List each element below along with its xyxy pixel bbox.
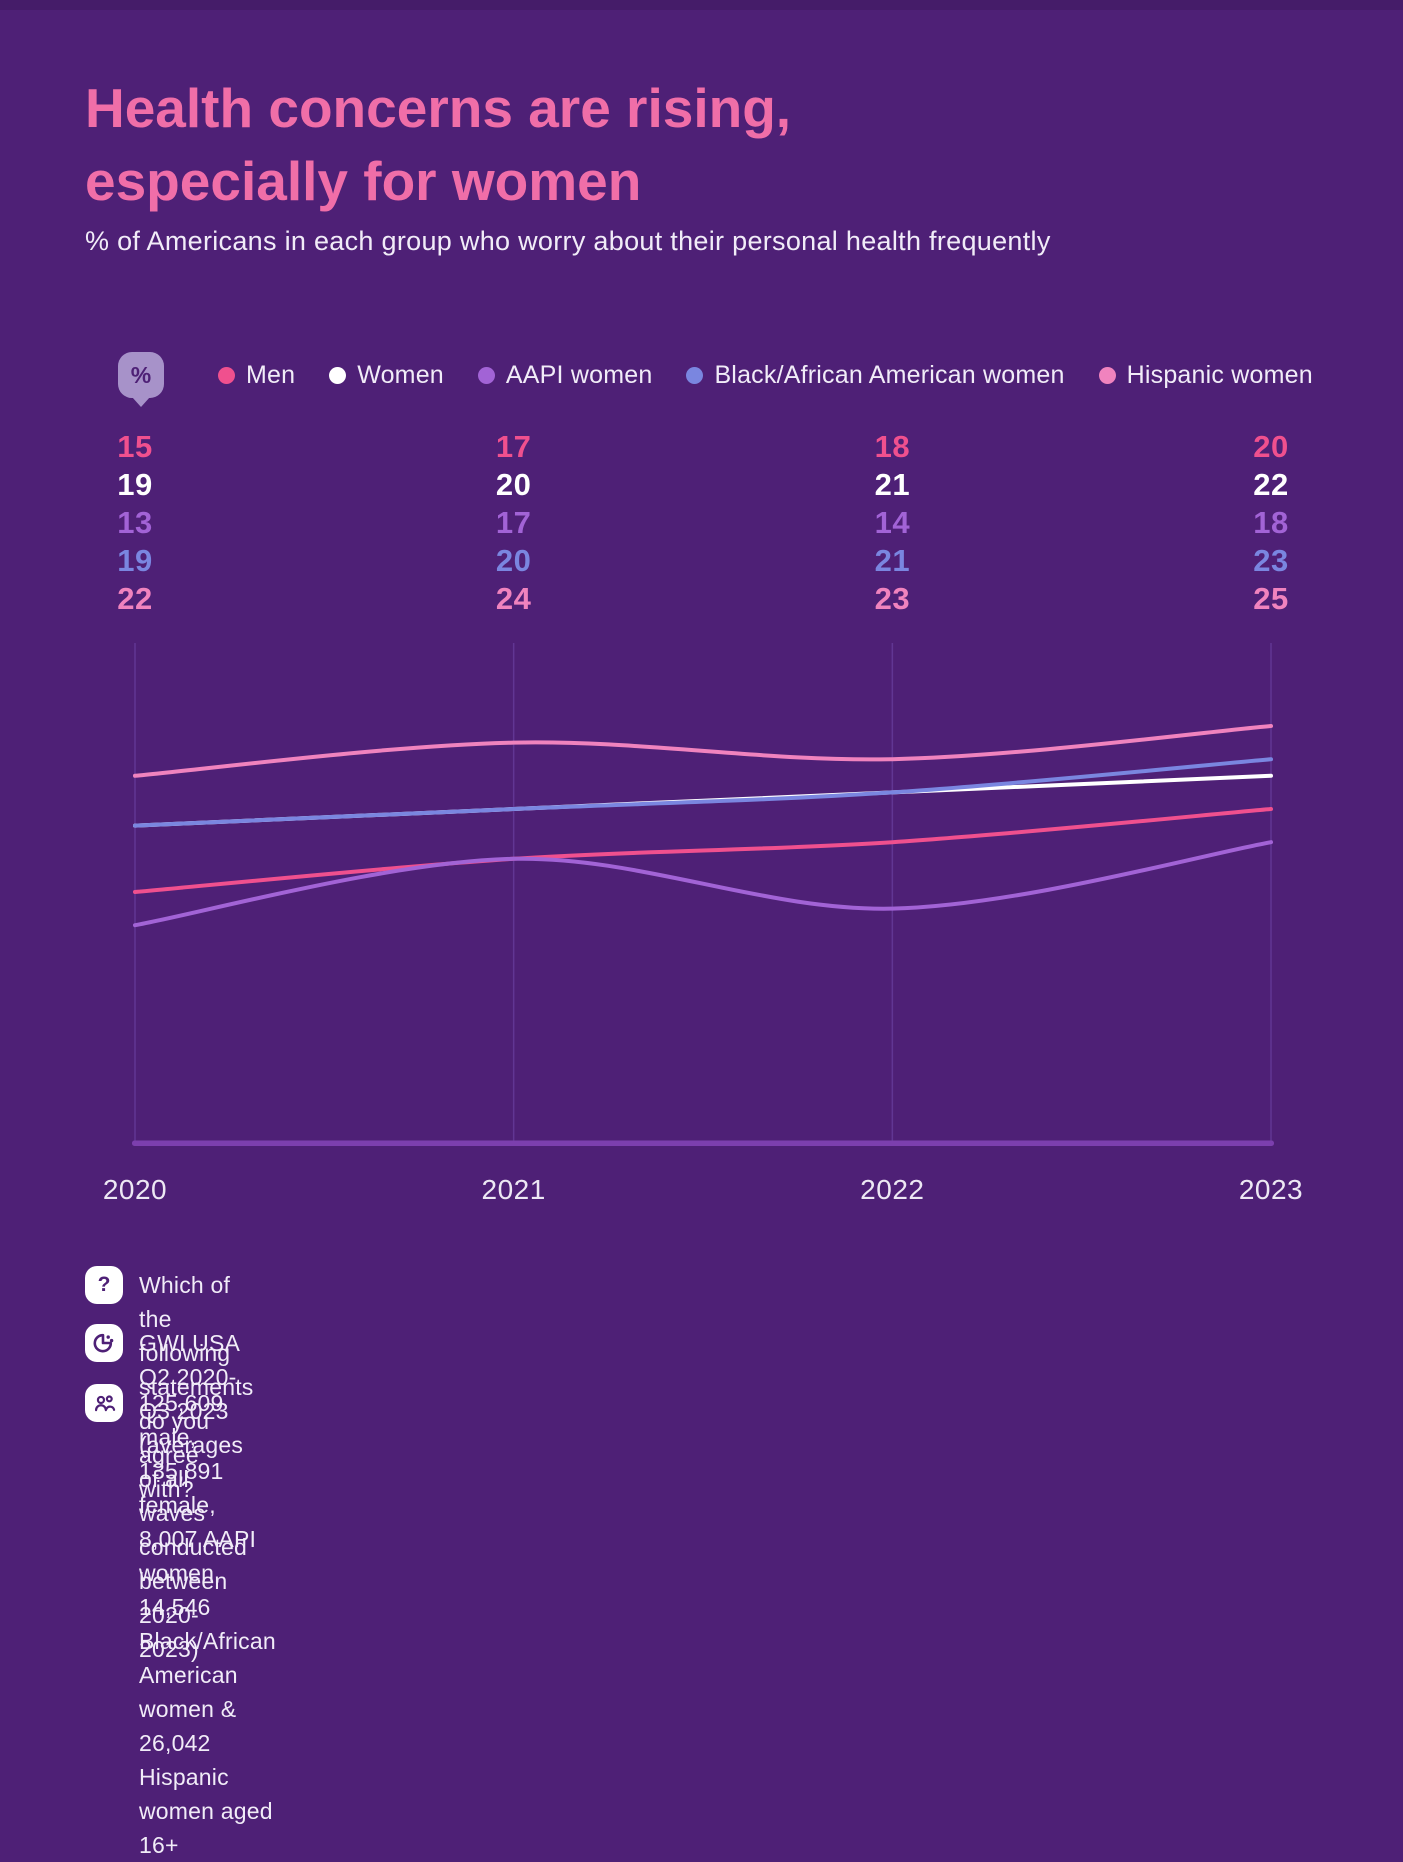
value-label-black-african-american-women-2023: 23 [1253, 543, 1289, 578]
values-column-2021: 17 20 17 20 24 [434, 428, 594, 618]
legend-item-label: AAPI women [505, 360, 653, 389]
x-tick-label-2020: 2020 [102, 1174, 168, 1205]
value-label-aapi-women-2020: 13 [117, 505, 153, 540]
value-label-hispanic-women-2022: 23 [874, 581, 911, 616]
page-title-line2: especially for women [85, 150, 642, 213]
legend-dot-icon [1098, 366, 1116, 384]
question-icon: ? [97, 1273, 111, 1296]
top-strip [0, 0, 1403, 10]
legend-dot-icon [686, 366, 704, 384]
value-label-men-2021: 17 [495, 429, 532, 464]
series-line-men [133, 807, 1273, 894]
page-title-line1: Health concerns are rising, [85, 77, 792, 139]
page-title: Health concerns are rising, especially f… [85, 72, 791, 218]
footnote-text: 125,609 male, 135,891 female, 8,007 AAPI… [139, 1390, 276, 1858]
value-label-men-2020: 15 [117, 429, 153, 464]
question-icon-badge: ? [85, 1266, 123, 1304]
percent-badge-tail-icon [132, 397, 150, 407]
value-label-hispanic-women-2021: 24 [495, 581, 532, 616]
value-label-aapi-women-2021: 17 [495, 505, 532, 540]
people-icon-badge [85, 1384, 123, 1422]
values-column-2022: 18 21 14 21 23 [812, 428, 972, 618]
x-tick-label-2023: 2023 [1238, 1174, 1304, 1205]
legend-item-label: Women [357, 360, 444, 389]
values-column-2020: 15 19 13 19 22 [55, 428, 215, 618]
value-label-women-2023: 22 [1253, 467, 1289, 502]
value-label-aapi-women-2022: 14 [874, 505, 911, 540]
line-chart [132, 643, 1274, 1146]
legend-items: Men Women AAPI women Black/African American… [218, 352, 1313, 398]
gwi-logo-icon [93, 1333, 114, 1353]
legend-item-label: Hispanic women [1126, 360, 1313, 389]
people-icon [94, 1394, 115, 1411]
legend-dot-icon [329, 366, 347, 384]
percent-badge-icon: % [118, 352, 164, 398]
value-label-hispanic-women-2020: 22 [117, 581, 153, 616]
value-label-women-2020: 19 [117, 467, 153, 502]
value-label-hispanic-women-2023: 25 [1253, 581, 1289, 616]
value-label-black-african-american-women-2020: 19 [117, 543, 153, 578]
legend-item-men: Men [218, 361, 295, 390]
value-label-aapi-women-2023: 18 [1253, 505, 1289, 540]
value-label-black-african-american-women-2021: 20 [495, 543, 532, 578]
series-line-black-african-american-women [133, 757, 1273, 828]
legend-item-label: Black/African American women [714, 360, 1065, 389]
x-tick-label-2021: 2021 [481, 1174, 546, 1205]
values-column-2023: 20 22 18 23 25 [1191, 428, 1351, 618]
legend-item-black-african-american-women: Black/African American women [686, 361, 1064, 390]
legend-item-aapi-women: AAPI women [477, 360, 653, 390]
legend-item-label: Men [246, 360, 296, 389]
legend-dot-icon [477, 366, 495, 384]
x-tick-label-2022: 2022 [860, 1174, 925, 1205]
value-label-men-2022: 18 [874, 429, 911, 464]
footnote-text: Which of the following statements do you… [139, 1272, 254, 1502]
series-line-aapi-women [133, 840, 1273, 928]
value-label-men-2023: 20 [1253, 429, 1289, 464]
x-axis-line [132, 1140, 1274, 1146]
footnote-row-1: ? Which of the following statements do yo… [85, 1266, 254, 1506]
legend-item-women: Women [329, 361, 444, 390]
chart-subtitle: % of Americans in each group who worry a… [85, 226, 1051, 256]
legend-dot-icon [218, 366, 235, 384]
value-label-women-2021: 20 [495, 467, 532, 502]
legend-item-hispanic-women: Hispanic women [1098, 360, 1313, 390]
series-line-hispanic-women [133, 724, 1273, 778]
value-label-black-african-american-women-2022: 21 [874, 543, 911, 578]
value-label-women-2022: 21 [874, 467, 911, 502]
footnote-row-3: 125,609 male, 135,891 female, 8,007 AAPI… [85, 1384, 276, 1862]
gwi-logo-icon-badge [85, 1324, 123, 1362]
